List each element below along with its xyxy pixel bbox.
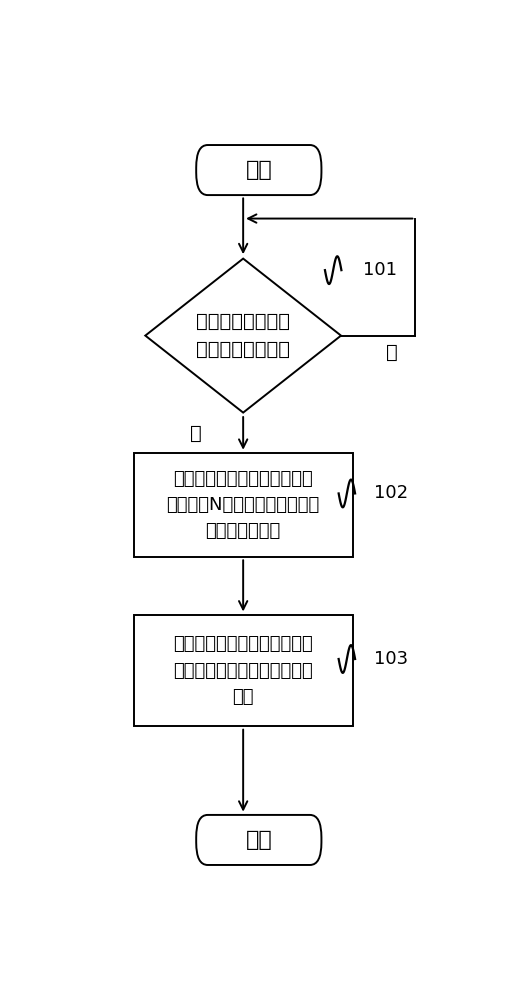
Text: 是: 是 (190, 424, 202, 443)
Bar (133, 453, 352, 557)
Polygon shape (145, 259, 341, 413)
Text: 否: 否 (386, 343, 398, 362)
Text: 终端选择最小的反射功率所对
应的天线的状态为天线的工作
状态: 终端选择最小的反射功率所对 应的天线的状态为天线的工作 状态 (173, 635, 313, 706)
Text: 103: 103 (374, 650, 409, 668)
Text: 开始: 开始 (245, 160, 272, 180)
Bar (133, 615, 352, 726)
Text: 102: 102 (374, 484, 409, 502)
Text: 在测量帧的同一测量子帧中，
分别获取N种不同天线状的上行
信号的反射功率: 在测量帧的同一测量子帧中， 分别获取N种不同天线状的上行 信号的反射功率 (167, 470, 320, 540)
FancyBboxPatch shape (196, 815, 321, 865)
Text: 判断当前的无线帧
是否标记为测量帧: 判断当前的无线帧 是否标记为测量帧 (196, 312, 290, 359)
FancyBboxPatch shape (196, 145, 321, 195)
Text: 结束: 结束 (245, 830, 272, 850)
Text: 101: 101 (363, 261, 396, 279)
